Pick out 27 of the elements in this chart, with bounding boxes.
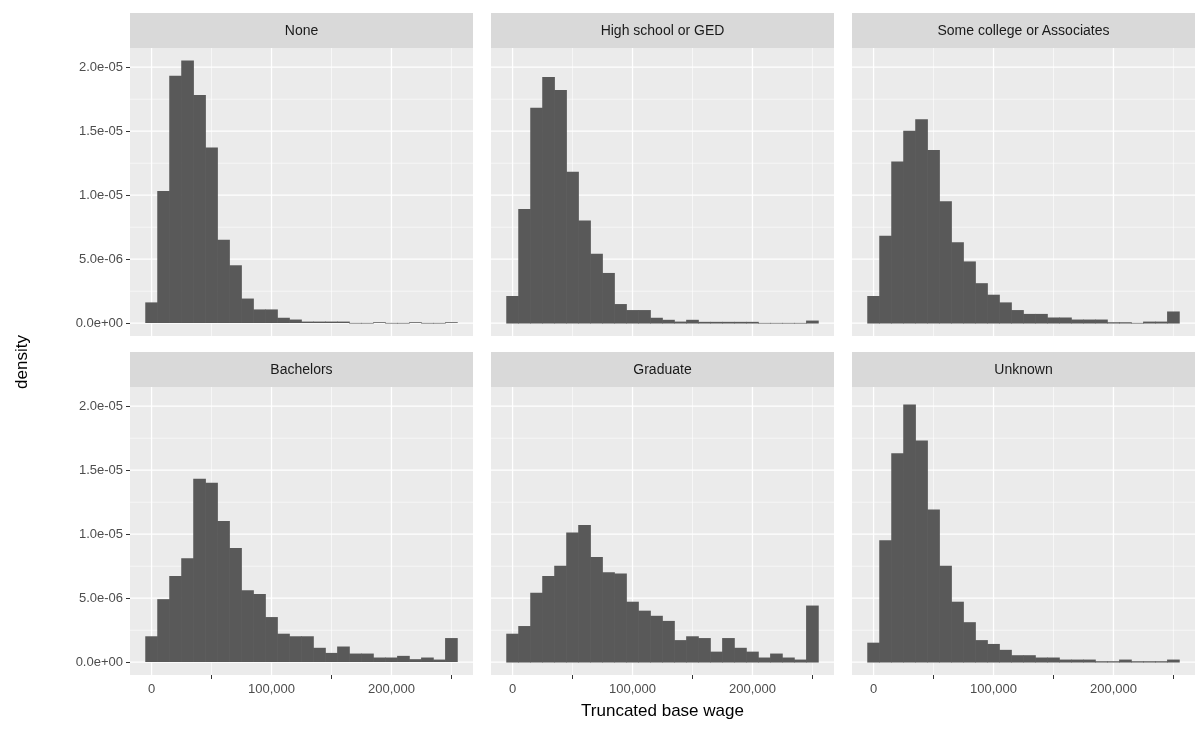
x-tick-label: 0: [869, 681, 878, 697]
x-tick-label: 100,000: [970, 681, 1018, 697]
y-tick-label: 0.0e+00: [75, 653, 123, 669]
x-tick-label: 0: [508, 681, 517, 697]
y-tick-label: 1.5e-05: [78, 122, 123, 138]
x-tick-label: 200,000: [1089, 681, 1137, 697]
y-tick-label: 2.0e-05: [78, 397, 123, 413]
y-tick-label: 1.0e-05: [78, 525, 123, 541]
y-axis-title: density: [12, 334, 32, 389]
x-tick-label: 200,000: [728, 681, 776, 697]
chart-title: Unknown: [852, 352, 1195, 387]
y-tick-label: 1.0e-05: [78, 186, 123, 202]
x-tick-label: 200,000: [367, 681, 415, 697]
x-axis-title: Truncated base wage: [581, 701, 744, 721]
x-tick-label: 0: [147, 681, 156, 697]
chart-title: Bachelors: [130, 352, 473, 387]
chart-title: High school or GED: [491, 13, 834, 48]
chart-title: Some college or Associates: [852, 13, 1195, 48]
y-tick-label: 2.0e-05: [78, 58, 123, 74]
y-tick-label: 0.0e+00: [75, 314, 123, 330]
chart-title: Graduate: [491, 352, 834, 387]
y-tick-label: 5.0e-06: [78, 250, 123, 266]
x-tick-label: 100,000: [609, 681, 657, 697]
y-tick-label: 5.0e-06: [78, 589, 123, 605]
x-tick-label: 100,000: [248, 681, 296, 697]
y-tick-label: 1.5e-05: [78, 461, 123, 477]
chart-title: None: [130, 13, 473, 48]
